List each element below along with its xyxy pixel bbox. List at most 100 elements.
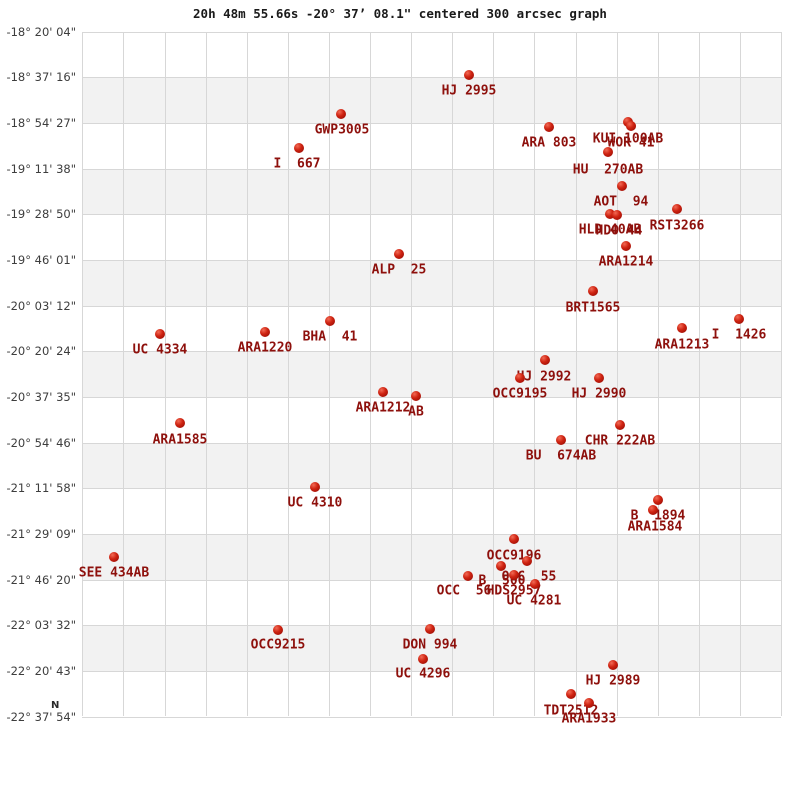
row-band: [82, 396, 781, 443]
y-tick-label: -22° 37' 54": [6, 709, 76, 724]
star-point: [594, 373, 604, 383]
grid-vline: [123, 31, 125, 717]
y-tick-label: -22° 20' 43": [6, 663, 76, 678]
row-band: [82, 533, 781, 580]
star-point: [588, 286, 598, 296]
star-point: [509, 570, 519, 580]
star-label: ARA1220: [237, 340, 293, 356]
chart-title: 20h 48m 55.66s -20° 37’ 08.1" centered 3…: [193, 6, 607, 21]
star-point: [325, 316, 335, 326]
star-point: [463, 571, 473, 581]
y-tick-label: -21° 29' 09": [6, 526, 76, 541]
star-point: [109, 552, 119, 562]
star-label: OCC9195: [492, 386, 548, 402]
y-tick-label: -21° 11' 58": [6, 481, 76, 496]
star-label: UC 4281: [506, 593, 562, 609]
star-label: ALP 25: [371, 262, 427, 278]
star-point: [464, 70, 474, 80]
star-label: ARA 803: [521, 135, 577, 151]
star-point: [425, 624, 435, 634]
y-tick-label: -18° 54' 27": [6, 116, 76, 130]
grid-vline: [246, 31, 248, 717]
star-point: [605, 209, 615, 219]
grid-vline: [575, 31, 577, 717]
star-point: [496, 561, 506, 571]
grid-vline: [698, 31, 700, 717]
star-point: [626, 121, 636, 131]
star-label: SEE 434AB: [78, 565, 150, 581]
star-point: [648, 505, 658, 515]
star-label: I 1426: [711, 327, 767, 343]
star-point: [653, 495, 663, 505]
grid-vline: [534, 31, 536, 717]
grid-hline: [82, 77, 781, 79]
star-label: TDT2512: [543, 703, 599, 719]
star-point: [260, 327, 270, 337]
star-point: [394, 249, 404, 259]
grid-vline: [739, 31, 741, 717]
star-point: [566, 689, 576, 699]
row-band: [82, 670, 781, 717]
star-label: UC 4310: [287, 495, 343, 511]
star-label: OCC9196: [486, 548, 542, 564]
row-band: [82, 488, 781, 534]
star-label: ARA1933: [561, 711, 617, 727]
star-label: ARA1585: [152, 432, 208, 448]
star-label: BU 674AB: [525, 448, 597, 464]
star-label: ARA1214: [598, 254, 654, 270]
star-label: AOT 94: [593, 194, 649, 210]
star-point: [155, 329, 165, 339]
star-point: [621, 241, 631, 251]
star-point: [544, 122, 554, 132]
star-label: ARA1213: [654, 337, 710, 353]
row-band: [82, 31, 781, 78]
star-point: [608, 660, 618, 670]
grid-vline: [287, 31, 289, 717]
star-label: ARA1584: [627, 519, 683, 535]
star-point: [336, 109, 346, 119]
star-label: CHR 222AB: [584, 433, 656, 449]
row-band: [82, 442, 781, 489]
grid-hline: [82, 260, 781, 261]
row-band: [82, 259, 781, 306]
grid-vline: [411, 31, 413, 717]
star-point: [672, 204, 682, 214]
star-point: [515, 373, 525, 383]
star-label: HLD 40AB: [578, 222, 642, 238]
y-tick-label: -19° 28' 50": [6, 207, 76, 222]
row-band: [82, 351, 781, 397]
star-point: [556, 435, 566, 445]
grid-hline: [82, 31, 781, 33]
grid-vline: [781, 31, 782, 717]
star-point: [615, 420, 625, 430]
star-point: [584, 698, 594, 708]
star-label: UC 4334: [132, 342, 188, 358]
star-point: [411, 391, 421, 401]
grid-hline: [82, 123, 781, 124]
y-tick-label: -20° 54' 46": [6, 435, 76, 450]
grid-vline: [493, 31, 495, 717]
star-label: AB: [408, 404, 424, 420]
grid-vline: [328, 31, 330, 717]
y-tick-label: -19° 11' 38": [6, 161, 76, 176]
grid-hline: [82, 396, 781, 398]
row-band: [82, 305, 781, 352]
star-point: [294, 143, 304, 153]
y-tick-label: -20° 37' 35": [6, 389, 76, 404]
star-point: [522, 556, 532, 566]
grid-hline: [82, 351, 781, 353]
grid-hline: [82, 533, 781, 535]
star-label: BHA 41: [302, 329, 358, 345]
grid-hline: [82, 488, 781, 490]
star-point: [530, 579, 540, 589]
row-band: [82, 123, 781, 169]
grid-hline: [82, 214, 781, 216]
star-point: [418, 654, 428, 664]
star-point: [310, 482, 320, 492]
star-label: HDS2957: [486, 583, 542, 599]
star-label: HDO 44: [595, 223, 643, 239]
star-label: B 500: [478, 573, 526, 589]
grid-hline: [82, 305, 781, 307]
grid-vline: [657, 31, 659, 717]
